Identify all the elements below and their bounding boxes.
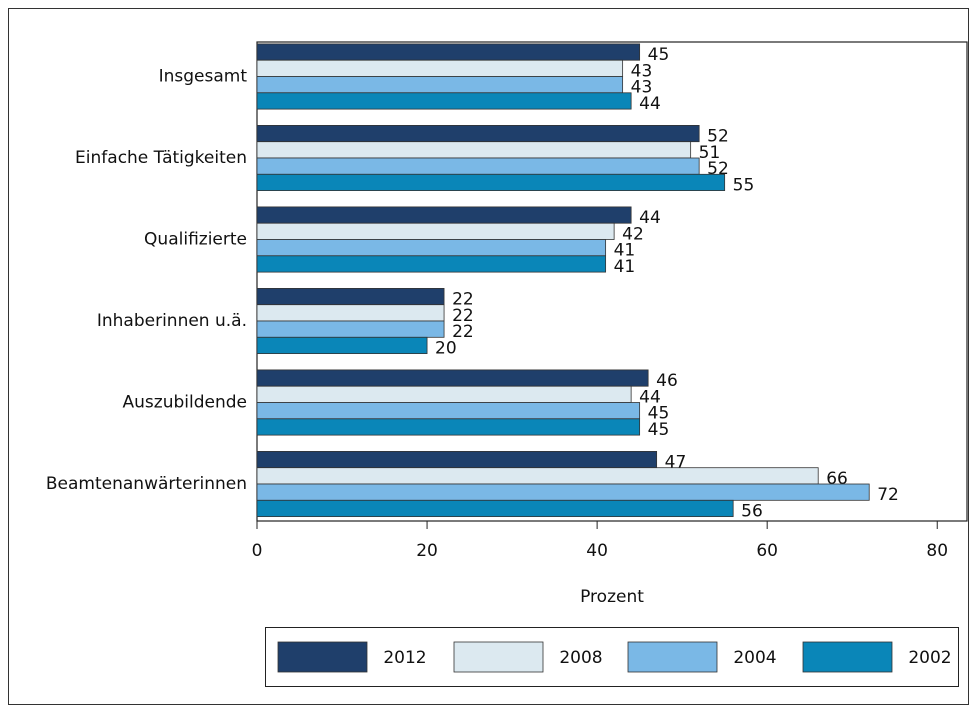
- bar: [256, 304, 445, 322]
- legend-label: 2004: [733, 648, 776, 668]
- bar: [256, 499, 734, 518]
- y-tick-label: Inhaberinnen u.ä.: [97, 311, 247, 331]
- legend-swatch: [802, 641, 893, 673]
- bar: [256, 369, 649, 387]
- y-tick-label: Qualifizierte: [144, 230, 247, 250]
- legend-label: 2002: [908, 648, 951, 668]
- legend-swatch: [453, 641, 544, 673]
- value-label: 44: [639, 94, 661, 114]
- bar: [256, 173, 726, 192]
- bar: [256, 288, 445, 306]
- bar: [256, 336, 428, 355]
- bar: [256, 141, 692, 159]
- bar: [256, 125, 700, 143]
- bar: [256, 59, 624, 77]
- bar: [256, 76, 624, 94]
- bar: [256, 418, 641, 436]
- plot-frame: [256, 41, 968, 522]
- value-label: 43: [631, 61, 653, 81]
- value-label: 41: [614, 257, 636, 277]
- value-label: 46: [656, 371, 678, 391]
- value-label: 42: [622, 224, 644, 244]
- y-tick-label: Auszubildende: [123, 393, 247, 413]
- bar: [256, 385, 632, 403]
- x-tick-label: 40: [586, 541, 608, 561]
- value-label: 55: [733, 175, 755, 195]
- value-label: 20: [435, 338, 457, 358]
- y-tick-label: Beamtenanwärterinnen: [46, 474, 247, 494]
- legend-label: 2008: [559, 648, 602, 668]
- bar: [256, 255, 607, 273]
- value-label: 52: [707, 127, 729, 147]
- value-label: 45: [648, 404, 670, 424]
- value-label: 56: [741, 501, 763, 521]
- value-label: 22: [452, 290, 474, 310]
- bar: [256, 157, 700, 175]
- value-label: 44: [639, 208, 661, 228]
- legend-label: 2012: [383, 648, 426, 668]
- x-axis-label: Prozent: [580, 587, 644, 607]
- bar: [256, 239, 607, 257]
- bar: [256, 222, 615, 240]
- legend-box: [265, 627, 959, 687]
- value-label: 22: [452, 306, 474, 326]
- y-tick-label: Einfache Tätigkeiten: [75, 148, 247, 168]
- bar: [256, 483, 870, 501]
- x-tick-label: 20: [416, 541, 438, 561]
- value-label: 44: [639, 387, 661, 407]
- bar: [256, 92, 632, 110]
- legend-swatch: [627, 641, 718, 673]
- legend-swatch: [277, 641, 368, 673]
- bar: [256, 320, 445, 338]
- value-label: 43: [631, 78, 653, 98]
- page-frame: [8, 8, 969, 705]
- value-label: 41: [614, 241, 636, 261]
- bar: [256, 451, 658, 469]
- value-label: 72: [877, 485, 899, 505]
- value-label: 51: [699, 143, 721, 163]
- x-tick-label: 60: [756, 541, 778, 561]
- y-tick-label: Insgesamt: [159, 67, 248, 87]
- value-label: 45: [648, 45, 670, 65]
- x-tick-label: 80: [926, 541, 948, 561]
- bar: [256, 402, 641, 420]
- bar: [256, 206, 632, 224]
- bar: [256, 43, 641, 61]
- value-label: 22: [452, 322, 474, 342]
- bar: [256, 467, 819, 485]
- x-tick-label: 0: [252, 541, 263, 561]
- value-label: 45: [648, 420, 670, 440]
